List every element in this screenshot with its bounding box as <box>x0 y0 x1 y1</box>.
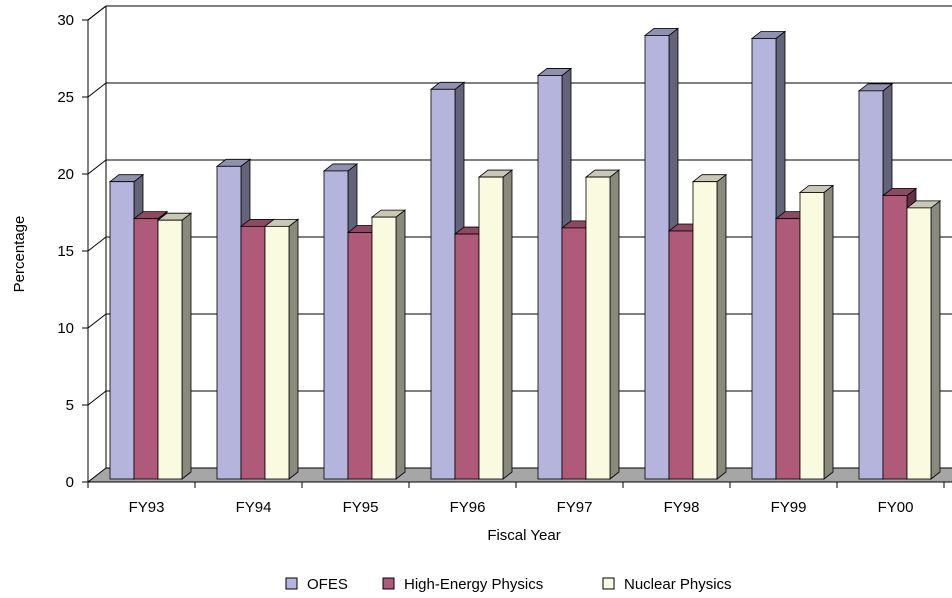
bar-front <box>323 170 349 480</box>
x-tick-label: FY98 <box>664 499 700 516</box>
y-tick-label: 5 <box>66 397 74 414</box>
bars <box>108 27 942 480</box>
axes <box>82 5 952 488</box>
bar-side <box>395 209 406 480</box>
bar-front <box>430 88 456 480</box>
bar-front <box>561 227 587 480</box>
x-tick-label: FY96 <box>450 499 486 516</box>
x-tick-label: FY99 <box>771 499 807 516</box>
bar-front <box>537 75 563 480</box>
y-axis-top-diagonal <box>87 5 107 21</box>
legend-swatch <box>285 577 298 590</box>
bar-side <box>181 212 192 480</box>
legend-label: High-Energy Physics <box>404 576 543 593</box>
bar-side <box>930 200 941 480</box>
bar-front <box>109 181 135 480</box>
y-tick-label: 30 <box>57 12 74 29</box>
bar-front <box>882 195 908 480</box>
bar-side <box>288 218 299 480</box>
bar-nuclear-physics-fy98 <box>691 173 728 480</box>
gridline-diagonal <box>87 159 107 175</box>
bar-front <box>216 165 242 480</box>
bar-front <box>775 218 801 480</box>
bar-front <box>858 90 884 480</box>
y-tick-label: 25 <box>57 89 74 106</box>
bar-nuclear-physics-fy00 <box>905 200 942 480</box>
bar-nuclear-physics-fy99 <box>798 184 835 480</box>
legend-swatch <box>382 577 395 590</box>
y-tick-label: 20 <box>57 166 74 183</box>
y-tick-label: 10 <box>57 320 74 337</box>
bar-nuclear-physics-fy93 <box>156 212 193 480</box>
gridline-diagonal <box>87 236 107 252</box>
bar-front <box>240 225 266 480</box>
bar-front <box>454 233 480 480</box>
bar-front <box>692 181 718 480</box>
legend-item-nuclear-physics: Nuclear Physics <box>602 576 732 593</box>
bar-front <box>585 176 611 480</box>
bar-nuclear-physics-fy96 <box>477 169 514 480</box>
bar-front <box>668 230 694 480</box>
x-tick-label: FY93 <box>129 499 165 516</box>
bar-front <box>133 218 159 480</box>
bar-front <box>751 38 777 480</box>
x-axis-title: Fiscal Year <box>487 527 560 544</box>
x-tick-label: FY97 <box>557 499 593 516</box>
bar-front <box>799 192 825 480</box>
x-tick-label: FY00 <box>878 499 914 516</box>
legend-item-ofes: OFES <box>285 576 348 593</box>
legend-swatch <box>602 577 615 590</box>
legend-item-high-energy-physics: High-Energy Physics <box>382 576 543 593</box>
bar-nuclear-physics-fy94 <box>263 218 300 480</box>
bar-front <box>906 207 932 480</box>
legend-label: Nuclear Physics <box>624 576 732 593</box>
bar-front <box>644 35 670 480</box>
gridline-diagonal <box>87 390 107 406</box>
bar-side <box>716 173 727 480</box>
gridline-diagonal <box>87 82 107 98</box>
bar-nuclear-physics-fy97 <box>584 169 621 480</box>
legend-label: OFES <box>307 576 348 593</box>
legend: OFES High-Energy Physics Nuclear Physics <box>285 576 732 593</box>
bar-side <box>502 169 513 480</box>
x-tick-label: FY94 <box>236 499 272 516</box>
bar-side <box>609 169 620 480</box>
x-tick-label: FY95 <box>343 499 379 516</box>
bar-nuclear-physics-fy95 <box>370 209 407 480</box>
bar-side <box>823 184 834 480</box>
x-tick-labels: FY93 FY94 FY95 FY96 FY97 FY98 FY99 FY00 <box>129 499 914 516</box>
bar-front <box>264 225 290 480</box>
y-tick-labels: 0 5 10 15 20 25 30 <box>57 12 74 491</box>
bar-front <box>371 216 397 480</box>
bar-front <box>157 219 183 480</box>
y-tick-label: 15 <box>57 243 74 260</box>
y-axis-title: Percentage <box>11 216 28 293</box>
y-tick-label: 0 <box>66 474 74 491</box>
bar-front <box>347 232 373 480</box>
gridline-diagonal <box>87 313 107 329</box>
bar-front <box>478 176 504 480</box>
